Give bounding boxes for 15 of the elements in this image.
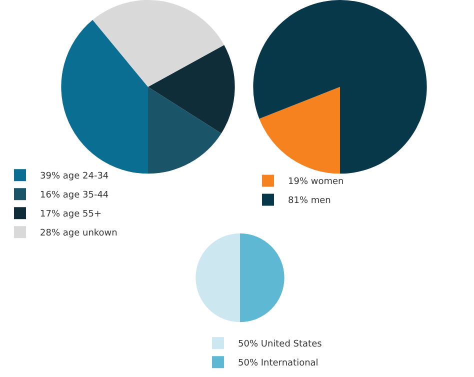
pie-slice <box>253 0 427 174</box>
pie-slice <box>240 233 284 322</box>
legend-label: 50% International <box>238 358 318 369</box>
legend-label: 28% age unkown <box>40 228 118 239</box>
pie-slice <box>259 86 340 174</box>
pie-slice <box>148 45 235 134</box>
legend-label: 19% women <box>288 177 344 188</box>
legend-label: 16% age 35-44 <box>40 190 109 201</box>
pie-slice <box>196 233 240 322</box>
legend-label: 50% United States <box>238 340 322 350</box>
legend-label: 81% men <box>288 196 331 206</box>
pie-slice <box>148 86 222 174</box>
legend-label: 39% age 24-34 <box>40 172 109 182</box>
legend-label: 17% age 55+ <box>40 210 102 220</box>
pie-slice <box>92 0 224 87</box>
